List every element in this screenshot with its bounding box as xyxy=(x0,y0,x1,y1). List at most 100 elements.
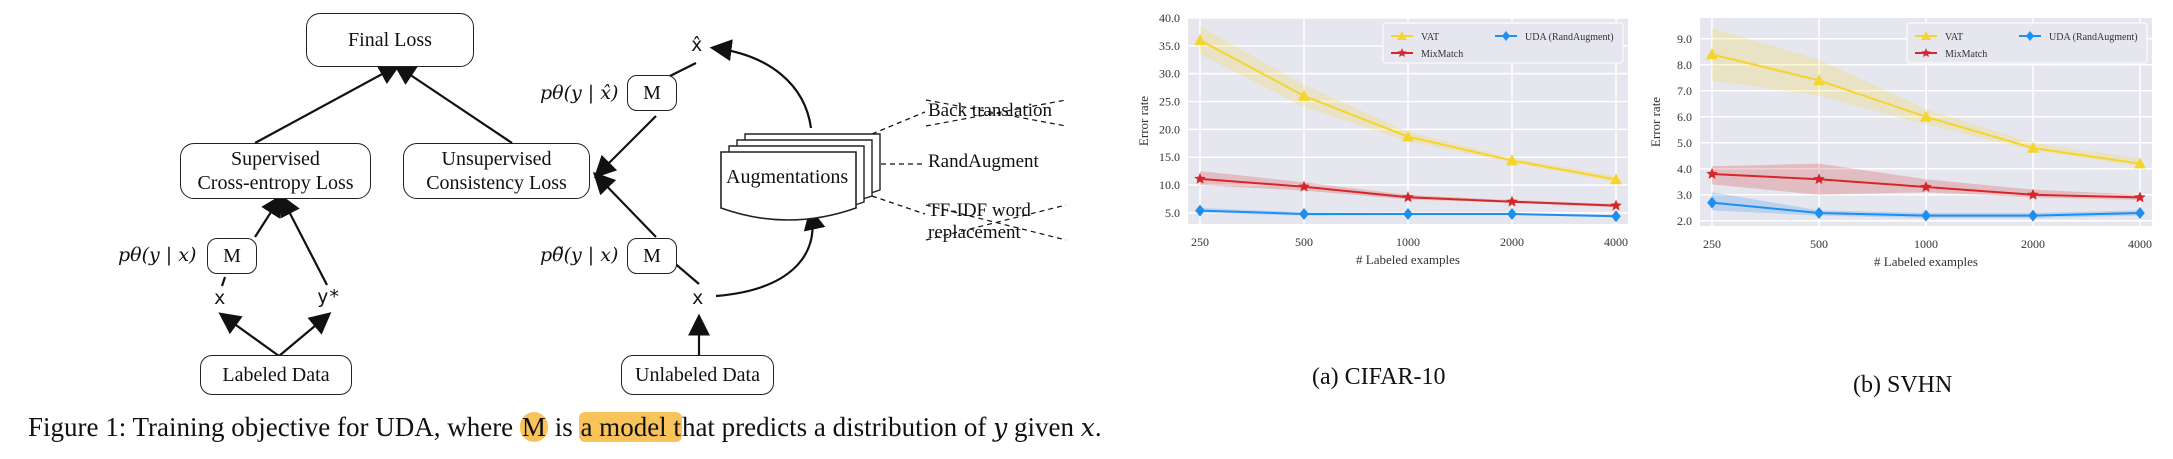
aug-option-back-translation: Back translation xyxy=(928,100,1052,121)
data-point xyxy=(2027,188,2039,200)
supervised-loss-line1: Supervised xyxy=(231,148,320,170)
y-tick-label: 15.0 xyxy=(1159,150,1180,164)
data-point xyxy=(1921,209,1931,222)
svhn-chart: 2.0 3.0 4.0 5.0 6.0 7.0 8.0 9.0 250 500 1000 2000 40… xyxy=(1648,18,2152,269)
unlabeled-data-label: Unlabeled Data xyxy=(635,364,760,386)
arrow-sup-to-final xyxy=(254,63,401,144)
data-point xyxy=(1402,191,1414,203)
y-tick-label: 35.0 xyxy=(1159,39,1180,53)
chart-legend: VAT UDA (RandAugment) MixMatch xyxy=(1382,22,1624,64)
unsupervised-loss-line1: Unsupervised xyxy=(441,148,552,170)
y-tick-label: 2.0 xyxy=(1677,214,1692,228)
x-label-left: x xyxy=(214,287,226,309)
y-tick-label: 30.0 xyxy=(1159,67,1180,81)
legend-label: VAT xyxy=(1421,32,1439,43)
model-node-unlabeled: M xyxy=(627,238,677,274)
data-point xyxy=(1813,74,1825,86)
x-tick-label: 500 xyxy=(1295,235,1313,249)
figure-caption: Figure 1: Training objective for UDA, wh… xyxy=(28,412,1102,443)
arrow-aug-to-xhat xyxy=(709,39,813,129)
data-point xyxy=(1194,172,1206,184)
data-point xyxy=(1611,210,1621,223)
data-point xyxy=(2135,207,2145,219)
legend-marker xyxy=(1921,31,1931,40)
x-tick-label: 4000 xyxy=(1604,235,1628,249)
labeled-data-node: Labeled Data xyxy=(200,355,352,395)
augmentation-stack xyxy=(720,133,881,221)
caption-a-model-highlight: a model t xyxy=(579,412,682,442)
legend-label: VAT xyxy=(1945,32,1963,43)
legend-label: MixMatch xyxy=(1421,49,1463,60)
legend-marker xyxy=(1397,31,1407,40)
arrow-labeled-to-y xyxy=(278,312,332,357)
x-tick-label: 2000 xyxy=(2021,237,2045,251)
y-tick-label: 8.0 xyxy=(1677,58,1692,72)
legend-label: UDA (RandAugment) xyxy=(1525,32,1614,43)
legend-marker xyxy=(2026,31,2034,41)
aug-option-tfidf-line1: TF-IDF word xyxy=(928,200,1031,221)
data-point xyxy=(2027,142,2039,153)
legend-marker xyxy=(1921,48,1931,57)
line-x-to-m xyxy=(220,276,227,287)
cifar10-chart: 5.0 10.0 15.0 20.0 25.0 30.0 35.0 40.0 250 500 100… xyxy=(1136,14,1628,267)
x-tick-label: 4000 xyxy=(2128,237,2152,251)
legend-label: UDA (RandAugment) xyxy=(2049,32,2138,43)
y-tick-label: 9.0 xyxy=(1677,32,1692,46)
y-star-label: y* xyxy=(317,286,340,308)
y-tick-label: 7.0 xyxy=(1677,84,1692,98)
data-point xyxy=(1813,173,1825,185)
data-point xyxy=(1610,173,1622,185)
data-point xyxy=(1706,48,1718,60)
cifar10-caption: (a) CIFAR-10 xyxy=(1312,364,1446,390)
arrow-mtilde-to-unsup xyxy=(592,171,657,238)
aug-option-tfidf-line2: replacement xyxy=(928,222,1021,243)
model-node-supervised: M xyxy=(207,238,257,274)
caption-y: y xyxy=(993,413,1008,442)
arrow-unsup-to-final xyxy=(393,63,513,144)
data-point xyxy=(1707,196,1717,209)
leader-tfidf xyxy=(871,195,926,215)
legend-marker xyxy=(1502,31,1510,41)
x-hat-label: x̂ xyxy=(691,34,703,56)
model-label: M xyxy=(223,245,241,267)
y-tick-label: 4.0 xyxy=(1677,162,1692,176)
data-point xyxy=(1920,110,1932,122)
model-label: M xyxy=(643,245,661,267)
aug-option-randaugment: RandAugment xyxy=(928,151,1039,172)
x-label-right: x xyxy=(692,287,704,309)
legend-box xyxy=(1382,22,1624,64)
p-sup-label: pθ(y | x) xyxy=(118,244,197,266)
arrow-labeled-to-x xyxy=(218,312,280,357)
data-point xyxy=(1506,195,1518,207)
data-point xyxy=(1403,207,1413,220)
x-axis-label: # Labeled examples xyxy=(1874,254,1978,269)
arrow-m-to-sup xyxy=(254,194,283,238)
y-axis-label: Error rate xyxy=(1648,97,1663,147)
strike-back-2 xyxy=(925,99,1067,127)
y-tick-label: 5.0 xyxy=(1165,206,1180,220)
y-tick-label: 25.0 xyxy=(1159,95,1180,109)
unlabeled-data-node: Unlabeled Data xyxy=(621,355,774,395)
arrow-ystar-to-sup xyxy=(279,194,328,286)
caption-m-highlight: M xyxy=(519,412,548,442)
y-tick-label: 10.0 xyxy=(1159,178,1180,192)
data-point xyxy=(1507,207,1517,220)
leader-back-translation xyxy=(871,111,926,135)
strike-tfidf-2 xyxy=(925,204,1067,241)
p-hat-label: pθ(y | x̂) xyxy=(540,82,619,104)
x-axis-label: # Labeled examples xyxy=(1356,252,1460,267)
y-tick-label: 6.0 xyxy=(1677,110,1692,124)
data-point xyxy=(1706,168,1718,179)
data-point xyxy=(1195,204,1205,217)
legend-marker xyxy=(1397,48,1407,57)
model-label: M xyxy=(643,82,661,104)
diagram-arrows xyxy=(218,39,1067,357)
supervised-loss-node: Supervised Cross-entropy Loss xyxy=(180,143,371,199)
x-tick-label: 1000 xyxy=(1914,237,1938,251)
y-tick-label: 5.0 xyxy=(1677,136,1692,150)
arrow-mhat-to-unsup xyxy=(593,115,657,179)
y-axis-label: Error rate xyxy=(1136,96,1151,146)
caption-given: given xyxy=(1007,412,1081,442)
data-point xyxy=(1610,199,1622,211)
x-tick-label: 250 xyxy=(1703,237,1721,251)
